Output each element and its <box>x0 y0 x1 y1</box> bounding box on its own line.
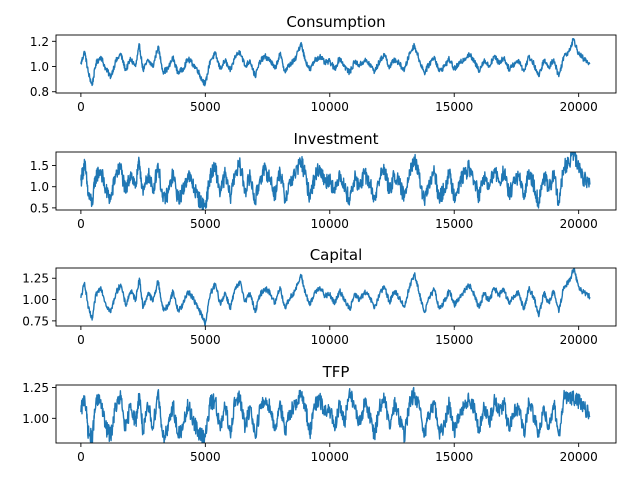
subplot-title: Consumption <box>286 13 385 31</box>
x-tick-label: 10000 <box>311 100 349 114</box>
x-tick-label: 5000 <box>190 333 221 347</box>
series-line-capital <box>80 268 591 326</box>
y-tick-label: 1.2 <box>30 35 49 49</box>
subplot-capital: Capital 0 5000 10000 15000 20000 0.75 1.00 1.25 <box>22 246 617 347</box>
y-tick-label: 1.00 <box>22 412 49 426</box>
y-tick-label: 1.0 <box>30 60 49 74</box>
axes-frame <box>55 267 617 327</box>
x-tick-label: 10000 <box>311 450 349 464</box>
x-tick-label: 15000 <box>435 450 473 464</box>
x-tick-label: 0 <box>77 100 85 114</box>
x-tick-label: 5000 <box>190 217 221 231</box>
x-tick-label: 0 <box>77 217 85 231</box>
x-tick-label: 5000 <box>190 100 221 114</box>
x-tick-label: 10000 <box>311 333 349 347</box>
x-tick-label: 15000 <box>435 217 473 231</box>
subplot-title: TFP <box>322 363 350 381</box>
subplot-title: Investment <box>294 130 379 148</box>
series-line-consumption <box>80 38 591 87</box>
y-tick-label: 0.5 <box>30 201 49 215</box>
y-tick-label: 0.75 <box>22 314 49 328</box>
axes-frame <box>55 384 617 444</box>
subplot-consumption: Consumption 0 5000 10000 15000 20000 0.8 1.0 1.2 <box>30 13 617 114</box>
y-tick-label: 0.8 <box>30 85 49 99</box>
y-tick-label: 1.0 <box>30 180 49 194</box>
y-tick-label: 1.00 <box>22 293 49 307</box>
series-line-investment <box>80 152 591 210</box>
x-tick-label: 0 <box>77 333 85 347</box>
axes-frame <box>55 34 617 94</box>
series-line-tfp <box>80 386 591 443</box>
x-tick-label: 20000 <box>560 450 598 464</box>
x-tick-label: 20000 <box>560 217 598 231</box>
x-tick-label: 5000 <box>190 450 221 464</box>
x-tick-label: 0 <box>77 450 85 464</box>
x-tick-label: 10000 <box>311 217 349 231</box>
y-tick-label: 1.5 <box>30 159 49 173</box>
axes-frame <box>55 151 617 211</box>
x-tick-label: 20000 <box>560 100 598 114</box>
y-tick-label: 1.25 <box>22 381 49 395</box>
subplot-title: Capital <box>310 246 363 264</box>
x-tick-label: 15000 <box>435 100 473 114</box>
x-tick-label: 15000 <box>435 333 473 347</box>
subplot-investment: Investment 0 5000 10000 15000 20000 0.5 1.0 1.5 <box>30 130 617 231</box>
x-tick-label: 20000 <box>560 333 598 347</box>
y-tick-label: 1.25 <box>22 272 49 286</box>
subplot-tfp: TFP 0 5000 10000 15000 20000 1.00 1.25 <box>22 363 617 464</box>
